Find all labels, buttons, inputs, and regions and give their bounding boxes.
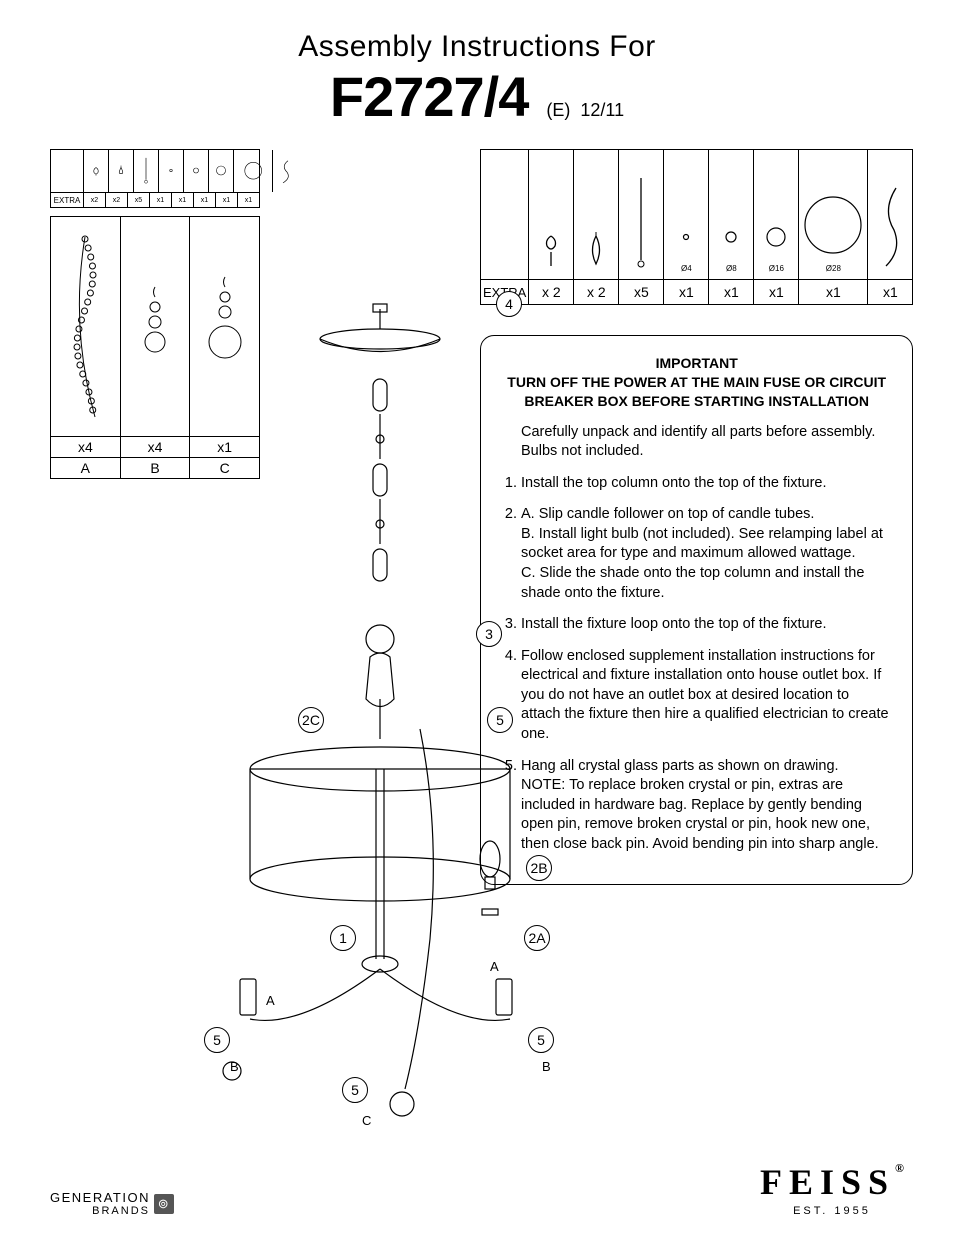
bigpart-icon-curve: [868, 150, 913, 280]
callout-2A: 2A: [524, 925, 550, 951]
step-2: A. Slip candle follower on top of candle…: [521, 505, 892, 603]
step-5: Hang all crystal glass parts as shown on…: [521, 757, 892, 855]
diagram-letter-B: B: [542, 1059, 551, 1074]
generation-brands-logo: GENERATION BRANDS ⊚: [50, 1190, 174, 1217]
bigpart-qty: x1: [868, 280, 913, 305]
intro-text: Carefully unpack and identify all parts …: [501, 423, 892, 462]
big-parts-table: Ø4Ø8Ø16Ø28 EXTRAx 2x 2x5x1x1x1x1x1: [480, 149, 913, 305]
important-body: TURN OFF THE POWER AT THE MAIN FUSE OR C…: [507, 374, 886, 409]
bigpart-icon-drop: [574, 150, 619, 280]
part-qty: x1: [171, 193, 193, 207]
bigpart-icon-circ-l: Ø28: [799, 150, 868, 280]
part-qty: x1: [193, 193, 215, 207]
step-4: Follow enclosed supplement installation …: [521, 647, 892, 745]
bigpart-qty: x1: [754, 280, 799, 305]
bigpart-qty: x1: [709, 280, 754, 305]
gen-line2: BRANDS: [50, 1205, 150, 1217]
callout-5: 5: [487, 707, 513, 733]
part-qty: x1: [215, 193, 237, 207]
callout-4: 4: [496, 291, 522, 317]
title-line1: Assembly Instructions For: [50, 30, 904, 64]
part-qty: x1: [149, 193, 171, 207]
callout-1: 1: [330, 925, 356, 951]
diagram-letter-B: B: [230, 1059, 239, 1074]
title-block: Assembly Instructions For F2727/4 (E) 12…: [50, 30, 904, 129]
part-icon-rod: [133, 150, 158, 192]
bigpart-qty: x1: [664, 280, 709, 305]
left-column: EXTRAx2x2x5x1x1x1x1x1 x4 A x4 B x1 C: [50, 149, 450, 885]
diagram-letter-A: A: [266, 993, 275, 1008]
bigpart-qty: x1: [799, 280, 868, 305]
feiss-logo-block: FEISS® EST. 1955: [760, 1161, 904, 1217]
diagram-letter-A: A: [490, 959, 499, 974]
callout-5: 5: [342, 1077, 368, 1103]
exploded-diagram: 432C52B12A555 AABBC: [180, 269, 520, 1129]
assembly-col-B: x4 B: [120, 217, 190, 478]
model-number: F2727/4: [330, 64, 529, 129]
callout-2C: 2C: [298, 707, 324, 733]
bigpart-icon-rod: [619, 150, 664, 280]
revision: (E) 12/11: [546, 100, 624, 121]
bigpart-icon-dot-m: Ø8: [709, 150, 754, 280]
assembly-qty: x4: [51, 437, 120, 458]
instructions-box: IMPORTANT TURN OFF THE POWER AT THE MAIN…: [480, 335, 913, 885]
bigpart-icon-circ-m: Ø16: [754, 150, 799, 280]
assembly-label: A: [51, 458, 120, 478]
step-3: Install the fixture loop onto the top of…: [521, 615, 892, 635]
part-qty: x2: [105, 193, 127, 207]
bigpart-icon-hook: [529, 150, 574, 280]
feiss-est: EST. 1955: [760, 1205, 904, 1217]
assembly-col-A: x4 A: [51, 217, 120, 478]
part-icon-drop: [108, 150, 133, 192]
bigpart-qty: x5: [619, 280, 664, 305]
part-icon-circ-m: [208, 150, 233, 192]
gen-brands-icon: ⊚: [154, 1194, 174, 1214]
part-icon-hook: [83, 150, 108, 192]
part-icon-dot-s: [158, 150, 183, 192]
feiss-logo: FEISS®: [760, 1161, 904, 1203]
part-qty: x1: [237, 193, 259, 207]
steps-list: Install the top column onto the top of t…: [501, 474, 892, 855]
rev-code: (E): [546, 100, 570, 120]
step-1: Install the top column onto the top of t…: [521, 474, 892, 494]
part-icon-curve: [272, 150, 297, 192]
bigpart-qty: x 2: [529, 280, 574, 305]
bigpart-icon-dot-s: Ø4: [664, 150, 709, 280]
gen-line1: GENERATION: [50, 1190, 150, 1205]
important-heading: IMPORTANT: [656, 355, 738, 371]
footer: GENERATION BRANDS ⊚ FEISS® EST. 1955: [50, 1161, 904, 1217]
part-qty: x2: [83, 193, 105, 207]
assembly-icon: [51, 217, 120, 437]
important-warning: IMPORTANT TURN OFF THE POWER AT THE MAIN…: [501, 354, 892, 411]
callout-3: 3: [476, 621, 502, 647]
feiss-logo-text: FEISS: [760, 1162, 895, 1202]
callout-5: 5: [528, 1027, 554, 1053]
callout-2B: 2B: [526, 855, 552, 881]
part-icon-dot-m: [183, 150, 208, 192]
extra-label: EXTRA: [51, 193, 83, 207]
right-column: Ø4Ø8Ø16Ø28 EXTRAx 2x 2x5x1x1x1x1x1 IMPOR…: [480, 149, 913, 885]
small-parts-table: EXTRAx2x2x5x1x1x1x1x1: [50, 149, 260, 208]
part-qty: x5: [127, 193, 149, 207]
diagram-letter-C: C: [362, 1113, 371, 1128]
part-icon-circ-l: [233, 150, 272, 192]
bigpart-qty: x 2: [574, 280, 619, 305]
rev-date: 12/11: [580, 100, 624, 120]
callout-5: 5: [204, 1027, 230, 1053]
